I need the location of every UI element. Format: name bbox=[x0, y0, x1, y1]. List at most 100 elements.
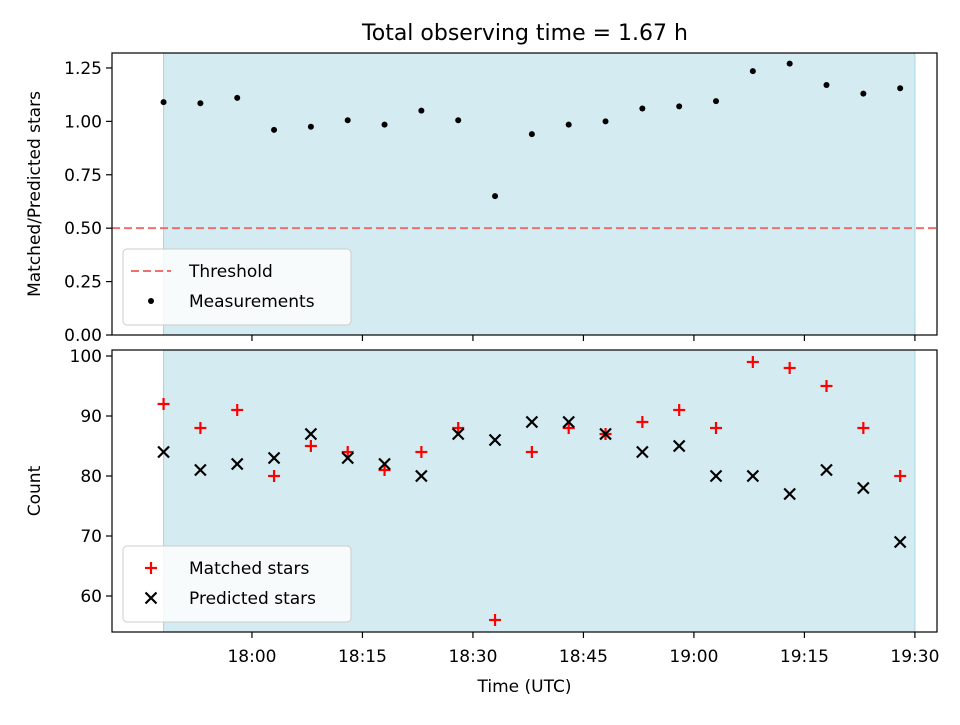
y-tick-label: 0.75 bbox=[64, 166, 102, 186]
matched-star-point bbox=[636, 416, 649, 428]
predicted-marker-b bbox=[451, 427, 465, 441]
measurement-point bbox=[823, 82, 830, 89]
legend: Matched stars Predicted stars bbox=[122, 545, 352, 623]
matched-star-point bbox=[673, 404, 686, 416]
legend-matched-swatch bbox=[145, 562, 157, 574]
matched-star-point bbox=[710, 422, 723, 434]
chart-title: Total observing time = 1.67 h bbox=[361, 21, 688, 46]
matched-star-point bbox=[525, 446, 538, 458]
measurement-point bbox=[160, 99, 167, 106]
measurement-point bbox=[786, 60, 793, 67]
measurement-point bbox=[344, 117, 351, 124]
predicted-star-point bbox=[451, 427, 465, 441]
predicted-marker-b bbox=[415, 469, 428, 483]
measurement-point bbox=[455, 117, 462, 124]
predicted-marker-b bbox=[746, 469, 760, 483]
predicted-marker-b bbox=[857, 481, 870, 495]
matched-star-point bbox=[194, 422, 207, 434]
measurement-point bbox=[713, 98, 720, 105]
y-tick-label: 70 bbox=[80, 527, 102, 547]
predicted-star-point bbox=[267, 451, 281, 465]
predicted-star-point bbox=[746, 469, 760, 483]
predicted-marker-b bbox=[378, 457, 391, 471]
y-tick-label: 90 bbox=[80, 407, 102, 427]
top-panel: 0.00 0.25 0.50 0.75 1.00 1.25 Matched/Predicte… bbox=[25, 52, 938, 346]
predicted-star-point bbox=[194, 463, 207, 477]
matched-star-point bbox=[783, 362, 796, 374]
x-axis-label: Time (UTC) bbox=[477, 677, 572, 697]
y-tick-label: 0.25 bbox=[64, 273, 102, 293]
bottom-panel: 60 70 80 90 100 18:00 18:15 18:30 18:45 19:00 19:1… bbox=[25, 347, 939, 697]
predicted-marker-b bbox=[820, 463, 833, 477]
predicted-marker-b bbox=[341, 451, 354, 465]
legend-predicted-swatch bbox=[144, 591, 158, 605]
predicted-star-point bbox=[820, 463, 833, 477]
legend-measurement-swatch bbox=[148, 298, 154, 304]
predicted-marker-b bbox=[562, 415, 575, 429]
measurement-point bbox=[381, 121, 388, 128]
measurement-point bbox=[749, 68, 756, 75]
matched-star-point bbox=[452, 422, 465, 434]
predicted-marker-b bbox=[783, 487, 796, 501]
matched-star-point bbox=[489, 614, 502, 626]
predicted-star-point bbox=[562, 415, 575, 429]
x-tick-label: 18:15 bbox=[338, 647, 387, 667]
predicted-star-point bbox=[857, 481, 870, 495]
matched-star-point bbox=[415, 446, 428, 458]
measurement-point bbox=[639, 105, 646, 112]
matched-star-point bbox=[304, 440, 317, 452]
predicted-marker-b bbox=[709, 469, 723, 483]
predicted-star-point bbox=[893, 535, 907, 549]
predicted-marker-b bbox=[304, 427, 318, 441]
x-tick-label: 19:30 bbox=[890, 647, 939, 667]
predicted-star-point bbox=[525, 415, 539, 429]
predicted-star-point bbox=[230, 457, 244, 471]
measurement-point bbox=[602, 118, 609, 125]
predicted-star-point bbox=[709, 469, 723, 483]
y-tick-label: 60 bbox=[80, 587, 102, 607]
matched-star-point bbox=[746, 356, 759, 368]
y-tick-label: 100 bbox=[70, 347, 102, 367]
axes-frame bbox=[111, 52, 938, 336]
predicted-marker-b bbox=[672, 439, 686, 453]
predicted-marker-b bbox=[893, 535, 907, 549]
predicted-marker-b bbox=[599, 427, 612, 441]
predicted-star-point bbox=[783, 487, 796, 501]
matched-star-point bbox=[231, 404, 244, 416]
measurement-point bbox=[565, 121, 572, 128]
measurement-point bbox=[271, 126, 278, 133]
y-tick-label: 1.25 bbox=[64, 59, 102, 79]
x-tick-label: 19:15 bbox=[780, 647, 829, 667]
legend-predicted-b bbox=[144, 591, 158, 605]
legend-label: Threshold bbox=[188, 262, 273, 282]
y-tick-label: 1.00 bbox=[64, 112, 102, 132]
predicted-marker-b bbox=[194, 463, 207, 477]
x-tick-label: 18:00 bbox=[227, 647, 276, 667]
legend-box bbox=[122, 545, 352, 623]
measurement-point bbox=[897, 85, 904, 92]
predicted-marker-b bbox=[267, 451, 281, 465]
measurement-point bbox=[528, 131, 535, 138]
measurement-point bbox=[860, 90, 867, 97]
predicted-star-point bbox=[341, 451, 354, 465]
y-tick-label: 80 bbox=[80, 467, 102, 487]
axes-frame bbox=[111, 349, 938, 633]
x-tick-label: 18:30 bbox=[448, 647, 497, 667]
matched-star-point bbox=[341, 446, 354, 458]
measurement-point bbox=[492, 193, 499, 200]
legend-label: Measurements bbox=[189, 292, 315, 312]
matched-star-point bbox=[894, 470, 907, 482]
predicted-marker-b bbox=[157, 445, 170, 459]
matched-star-point bbox=[562, 422, 575, 434]
predicted-star-point bbox=[415, 469, 428, 483]
predicted-marker-b bbox=[488, 433, 502, 447]
x-tick-label: 18:45 bbox=[559, 647, 608, 667]
matched-star-point bbox=[157, 398, 170, 410]
predicted-marker-b bbox=[230, 457, 244, 471]
y-tick-label: 0.00 bbox=[64, 326, 102, 346]
measurement-point bbox=[234, 94, 241, 101]
y-axis-label: Count bbox=[25, 465, 45, 516]
legend: Threshold Measurements bbox=[122, 248, 352, 326]
legend-box bbox=[122, 248, 352, 326]
